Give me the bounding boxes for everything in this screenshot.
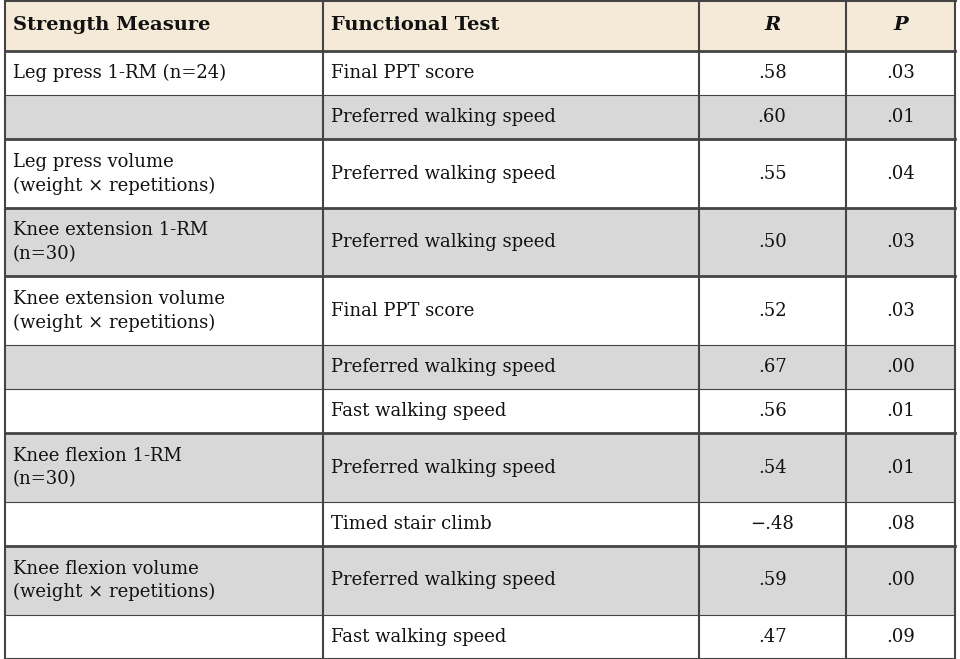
Text: Preferred walking speed: Preferred walking speed	[331, 165, 556, 183]
Text: .67: .67	[757, 358, 786, 376]
Bar	[5, 502, 955, 546]
Bar	[5, 208, 955, 276]
Text: Knee extension 1-RM
(n=30): Knee extension 1-RM (n=30)	[13, 221, 208, 263]
Text: R: R	[764, 16, 780, 34]
Text: Knee flexion 1-RM
(n=30): Knee flexion 1-RM (n=30)	[13, 447, 181, 488]
Bar	[5, 615, 955, 659]
Text: .00: .00	[886, 358, 915, 376]
Text: Fast walking speed: Fast walking speed	[331, 403, 507, 420]
Text: .08: .08	[886, 515, 915, 533]
Text: Preferred walking speed: Preferred walking speed	[331, 358, 556, 376]
Text: Leg press 1-RM (n=24): Leg press 1-RM (n=24)	[13, 64, 227, 82]
Text: Strength Measure: Strength Measure	[13, 16, 210, 34]
Bar	[5, 139, 955, 208]
Bar	[5, 389, 955, 434]
Text: .01: .01	[886, 403, 915, 420]
Text: .01: .01	[886, 459, 915, 476]
Text: .03: .03	[886, 64, 915, 82]
Text: Final PPT score: Final PPT score	[331, 302, 474, 320]
Text: .04: .04	[886, 165, 915, 183]
Bar	[5, 51, 955, 95]
Text: .03: .03	[886, 302, 915, 320]
Text: Knee extension volume
(weight × repetitions): Knee extension volume (weight × repetiti…	[13, 290, 225, 331]
Text: Leg press volume
(weight × repetitions): Leg press volume (weight × repetitions)	[13, 153, 215, 194]
Text: .03: .03	[886, 233, 915, 251]
Text: .59: .59	[757, 571, 786, 590]
Text: Preferred walking speed: Preferred walking speed	[331, 459, 556, 476]
Bar	[5, 0, 955, 51]
Text: −.48: −.48	[750, 515, 794, 533]
Bar	[5, 95, 955, 139]
Text: Timed stair climb: Timed stair climb	[331, 515, 492, 533]
Text: .01: .01	[886, 108, 915, 127]
Text: .55: .55	[757, 165, 786, 183]
Text: .58: .58	[757, 64, 786, 82]
Text: Knee flexion volume
(weight × repetitions): Knee flexion volume (weight × repetition…	[13, 559, 215, 602]
Text: .00: .00	[886, 571, 915, 590]
Text: Final PPT score: Final PPT score	[331, 64, 474, 82]
Text: .52: .52	[757, 302, 786, 320]
Text: Preferred walking speed: Preferred walking speed	[331, 108, 556, 127]
Text: .54: .54	[757, 459, 786, 476]
Bar	[5, 546, 955, 615]
Text: Functional Test: Functional Test	[331, 16, 499, 34]
Text: .50: .50	[757, 233, 786, 251]
Text: .56: .56	[757, 403, 786, 420]
Text: .09: .09	[886, 628, 915, 646]
Bar	[5, 434, 955, 502]
Text: Preferred walking speed: Preferred walking speed	[331, 233, 556, 251]
Bar	[5, 345, 955, 389]
Text: P: P	[893, 16, 908, 34]
Bar	[5, 276, 955, 345]
Text: .60: .60	[757, 108, 786, 127]
Text: .47: .47	[757, 628, 786, 646]
Text: Fast walking speed: Fast walking speed	[331, 628, 507, 646]
Text: Preferred walking speed: Preferred walking speed	[331, 571, 556, 590]
